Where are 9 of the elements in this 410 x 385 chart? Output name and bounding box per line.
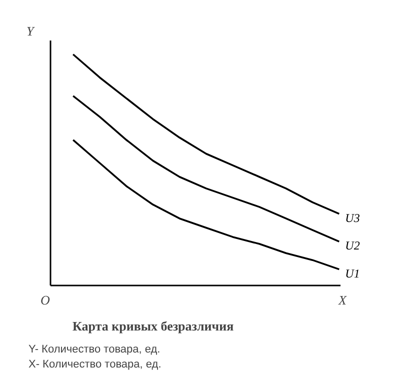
series-label: U3 <box>345 210 360 225</box>
y-axis-title: Y <box>26 24 36 38</box>
series-label: U2 <box>345 238 360 253</box>
text: Карта кривых безразличия <box>72 318 234 334</box>
x-axis-title: X <box>338 292 348 308</box>
text: O <box>40 292 50 308</box>
series-label: U1 <box>345 266 360 280</box>
text: Y- Количество товара, ед. <box>28 344 160 356</box>
text: X- Количество товара, ед. <box>28 358 162 370</box>
